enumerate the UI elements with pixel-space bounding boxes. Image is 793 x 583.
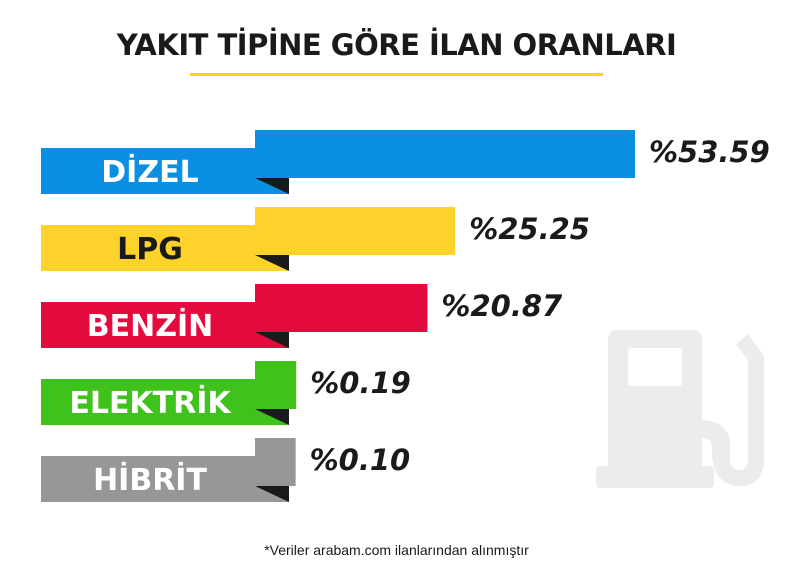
category-label-1: LPG [117,232,183,267]
category-label-0: DİZEL [101,154,198,190]
bar-fold-4 [255,486,289,502]
bar-label-bg-2 [41,302,289,348]
value-label-4: %0.10 [310,443,411,477]
chart-title: YAKIT TİPİNE GÖRE İLAN ORANLARI [116,28,677,62]
bar-0 [255,130,635,178]
bar-fold-3 [255,409,289,425]
bar-label-bg-0 [41,148,289,194]
bar-label-bg-4 [41,456,289,502]
category-label-2: BENZİN [87,308,214,344]
value-label-3: %0.19 [310,366,411,400]
bar-label-bg-3 [41,379,289,425]
bar-label-bg-1 [41,225,289,271]
footnote: *Veriler arabam.com ilanlarından alınmış… [264,542,529,558]
value-label-0: %53.59 [649,135,770,169]
bar-fold-1 [255,255,289,271]
title-underline [190,73,603,76]
value-label-1: %25.25 [469,212,590,246]
bar-fold-2 [255,332,289,348]
category-label-4: HİBRİT [93,462,207,498]
category-label-3: ELEKTRİK [69,385,232,421]
bar-fold-0 [255,178,289,194]
value-label-2: %20.87 [441,289,563,323]
fuel-pump-icon [596,330,764,488]
